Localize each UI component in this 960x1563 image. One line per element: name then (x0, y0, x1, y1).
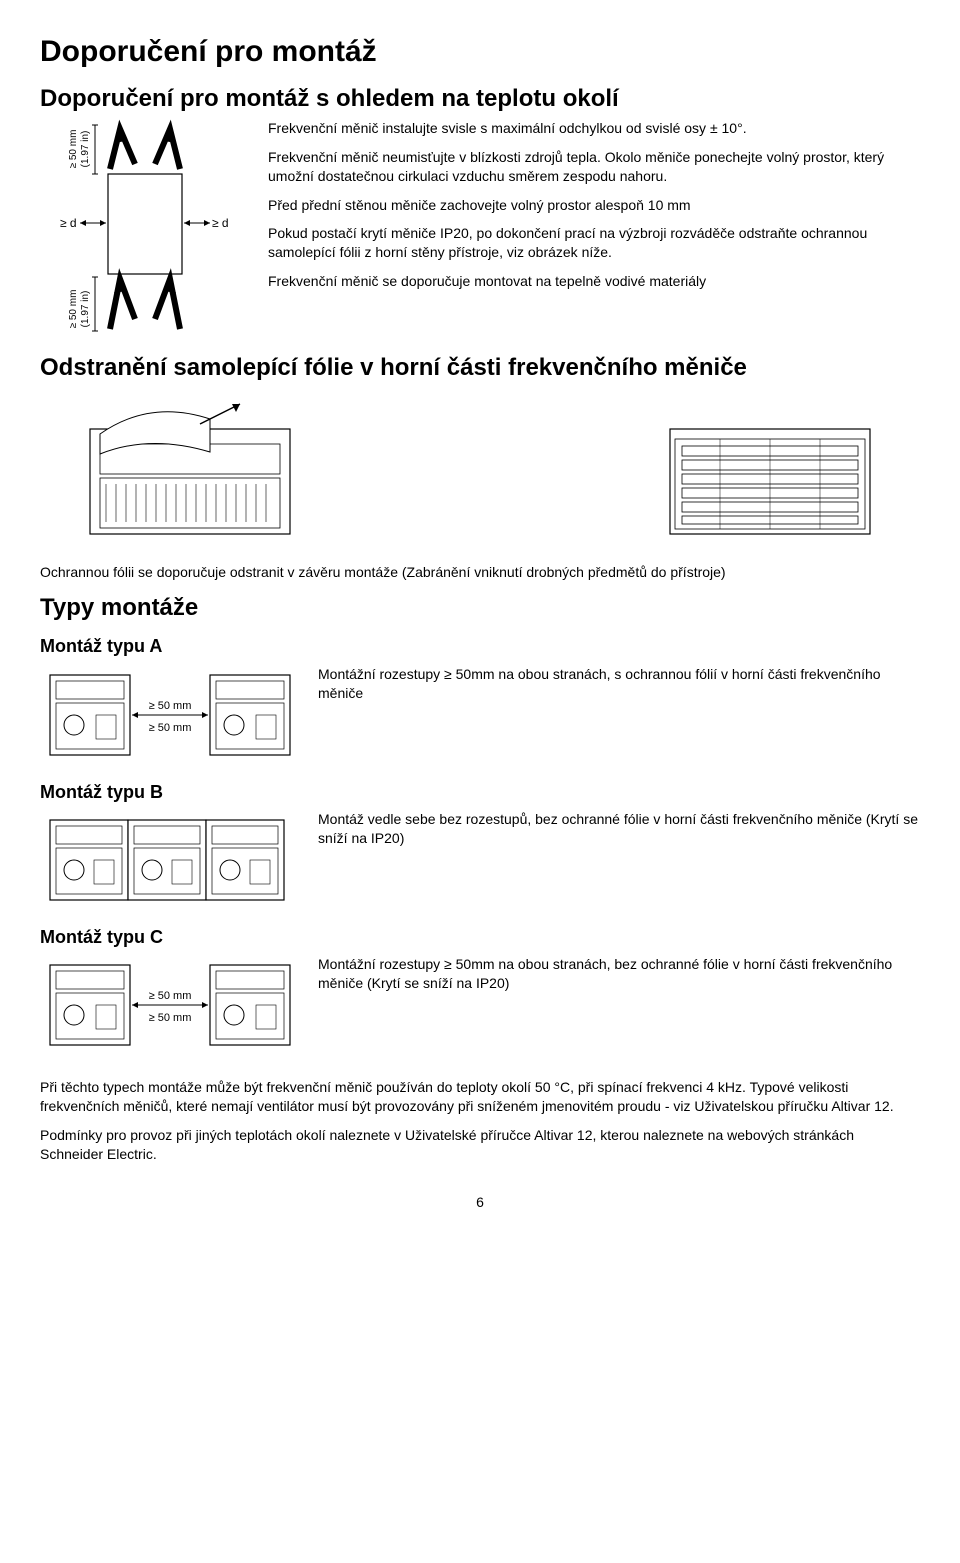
footer-p2: Podmínky pro provoz při jiných teplotách… (40, 1126, 920, 1164)
page-number: 6 (40, 1193, 920, 1212)
section2-heading: Odstranění samolepící fólie v horní část… (40, 352, 920, 384)
s1-p3: Před přední stěnou měniče zachovejte vol… (268, 196, 920, 215)
section1-heading: Doporučení pro montáž s ohledem na teplo… (40, 83, 920, 115)
typy-heading: Typy montáže (40, 592, 920, 624)
svg-text:(1.97 in): (1.97 in) (80, 291, 91, 328)
svg-text:≥ 50 mm: ≥ 50 mm (149, 990, 192, 1002)
type-c-figure: ≥ 50 mm ≥ 50 mm (40, 955, 300, 1060)
svg-text:≥ 50 mm: ≥ 50 mm (68, 129, 79, 168)
svg-text:≥ 50 mm: ≥ 50 mm (149, 722, 192, 734)
type-b-heading: Montáž typu B (40, 780, 920, 804)
svg-text:(1.97 in): (1.97 in) (80, 131, 91, 168)
svg-text:≥ 50 mm: ≥ 50 mm (149, 700, 192, 712)
page-title: Doporučení pro montáž (40, 32, 920, 73)
type-b-text: Montáž vedle sebe bez rozestupů, bez och… (318, 810, 920, 848)
section2-caption: Ochrannou fólii se doporučuje odstranit … (40, 563, 920, 582)
foil-figure-left (40, 394, 340, 549)
s1-p4: Pokud postačí krytí měniče IP20, po doko… (268, 224, 920, 262)
type-c-text: Montážní rozestupy ≥ 50mm na obou straná… (318, 955, 920, 993)
s1-p5: Frekvenční měnič se doporučuje montovat … (268, 272, 920, 291)
type-b-figure (40, 810, 300, 915)
s1-p2: Frekvenční měnič neumisťujte v blízkosti… (268, 148, 920, 186)
svg-text:≥ d: ≥ d (60, 216, 77, 230)
footer-p1: Při těchto typech montáže může být frekv… (40, 1078, 920, 1116)
s1-p1: Frekvenční měnič instalujte svisle s max… (268, 119, 920, 138)
svg-text:≥ 50 mm: ≥ 50 mm (149, 1012, 192, 1024)
type-a-heading: Montáž typu A (40, 634, 920, 658)
svg-text:≥ 50 mm: ≥ 50 mm (68, 289, 79, 328)
type-a-figure: ≥ 50 mm ≥ 50 mm (40, 665, 300, 770)
type-c-heading: Montáž typu C (40, 925, 920, 949)
clearance-diagram: ≥ 50 mm (1.97 in) ≥ d ≥ d (40, 119, 250, 344)
type-a-text: Montážní rozestupy ≥ 50mm na obou straná… (318, 665, 920, 703)
svg-text:≥ d: ≥ d (212, 216, 229, 230)
foil-figure-right (620, 394, 920, 549)
